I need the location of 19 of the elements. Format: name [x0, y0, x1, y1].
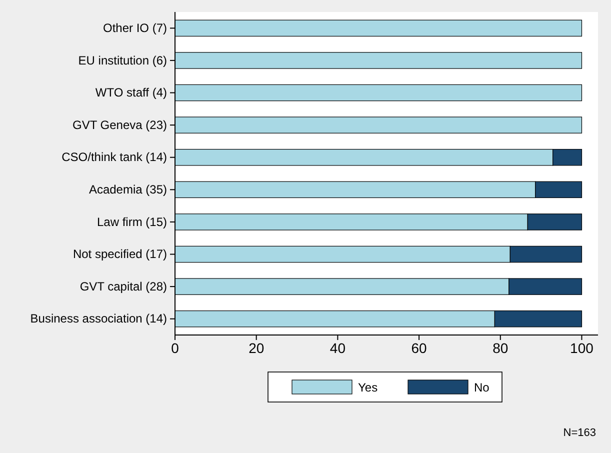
y-tick-label: WTO staff (4)	[95, 86, 167, 100]
x-tick-label: 60	[411, 340, 428, 356]
x-tick-label: 20	[248, 340, 264, 356]
x-tick-label: 80	[492, 340, 508, 356]
y-tick-label: CSO/think tank (14)	[62, 150, 168, 164]
legend-label: Yes	[358, 380, 378, 394]
y-tick-label: GVT Geneva (23)	[72, 118, 167, 132]
legend-label: No	[474, 380, 490, 394]
y-tick-label: Academia (35)	[88, 182, 167, 196]
y-tick-label: Law firm (15)	[96, 214, 167, 229]
y-tick-label: Not specified (17)	[72, 247, 167, 262]
text: N=163	[563, 427, 596, 439]
y-tick-label: Other IO (7)	[102, 20, 167, 35]
y-tick-label: GVT capital (28)	[80, 279, 167, 294]
x-tick-label: 40	[330, 340, 346, 356]
y-tick-label: EU institution (6)	[78, 53, 167, 68]
x-tick-label: 0	[171, 340, 180, 356]
x-tick-label: 100	[570, 340, 594, 356]
y-tick-label: Business association (14)	[30, 312, 168, 326]
